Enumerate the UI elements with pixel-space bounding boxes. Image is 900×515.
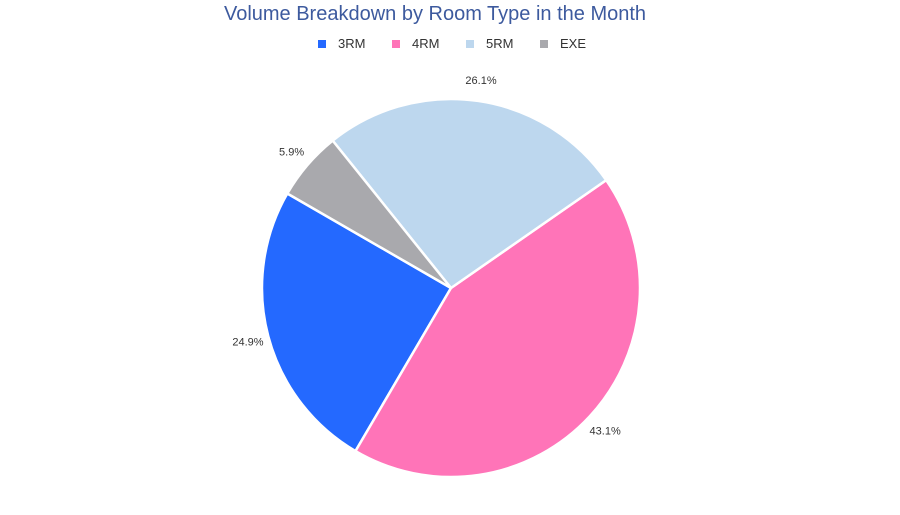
pie-slice-4rm[interactable] — [353, 178, 642, 479]
data-label-3rm: 24.9% — [232, 337, 263, 349]
data-label-5rm: 26.1% — [465, 75, 496, 87]
legend-item-5rm[interactable]: 5RM — [466, 36, 513, 51]
legend-label: 5RM — [486, 36, 514, 51]
pie-slice-3rm[interactable] — [260, 191, 453, 453]
pie-slice-exe[interactable] — [285, 138, 452, 290]
legend-item-4rm[interactable]: 4RM — [392, 36, 439, 51]
chart-title: Volume Breakdown by Room Type in the Mon… — [223, 3, 647, 25]
legend-swatch — [318, 39, 326, 48]
legend: 3RM 4RM 5RM EXE — [0, 36, 900, 52]
legend-item-3rm[interactable]: 3RM — [318, 36, 365, 51]
legend-item-exe[interactable]: EXE — [540, 36, 586, 51]
legend-swatch — [466, 39, 474, 48]
data-label-4rm: 43.1% — [590, 426, 621, 438]
legend-label: 4RM — [412, 36, 440, 51]
legend-swatch — [540, 39, 548, 48]
legend-label: 3RM — [338, 36, 366, 51]
data-label-exe: 5.9% — [279, 146, 304, 158]
pie-slice-5rm[interactable] — [330, 97, 608, 290]
legend-label: EXE — [560, 36, 587, 51]
legend-swatch — [392, 39, 400, 48]
